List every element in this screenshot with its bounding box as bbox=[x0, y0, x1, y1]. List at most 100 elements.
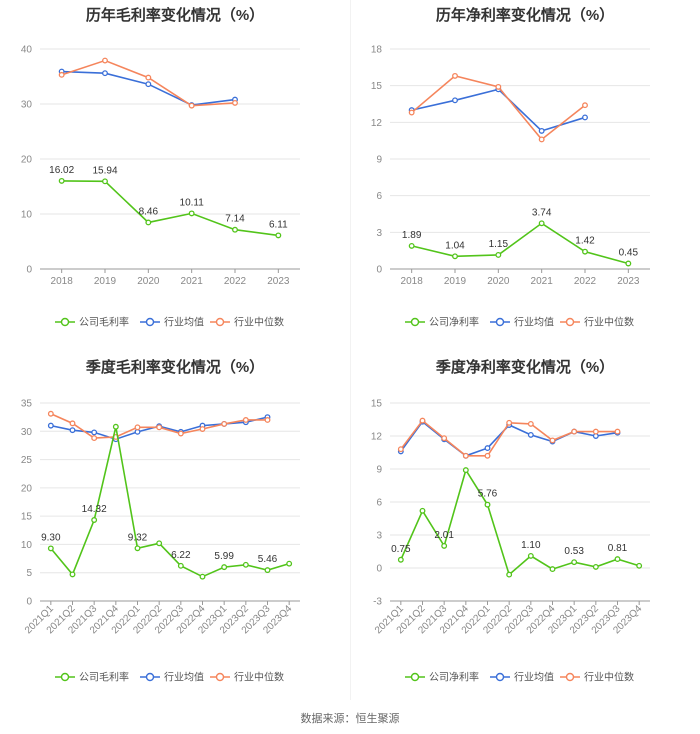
x-tick-label: 2023 bbox=[267, 276, 290, 287]
median-point bbox=[538, 136, 545, 143]
y-tick-label: 35 bbox=[21, 399, 33, 410]
quarterly-net-panel: 季度净利率变化情况（%） -3 0 3 6 9 12 15 2021Q1 2021Q2 2021Q… bbox=[350, 352, 700, 702]
company-point bbox=[484, 501, 491, 508]
annual-gross-chart: 0 10 20 30 40 2018 2019 2020 2021 2022 2023 16.02 15… bbox=[21, 45, 300, 329]
company-point bbox=[592, 563, 599, 570]
data-label: 10.11 bbox=[180, 197, 205, 208]
median-point bbox=[177, 430, 184, 437]
x-tick-label: 2023 bbox=[617, 276, 640, 287]
company-point bbox=[625, 260, 632, 267]
legend-label: 行业均值 bbox=[164, 316, 204, 329]
x-tick-label: 2022 bbox=[224, 276, 247, 287]
legend-marker bbox=[565, 672, 575, 682]
annual-net-chart: 0 3 6 9 12 15 18 2018 2019 2020 2021 2022 2023 1.89 1.… bbox=[371, 45, 650, 329]
legend-marker bbox=[410, 672, 420, 682]
median-point bbox=[242, 417, 249, 423]
y-tick-label: 40 bbox=[21, 45, 33, 56]
legend-marker bbox=[60, 672, 70, 682]
company-point bbox=[582, 248, 588, 255]
y-tick-label: 20 bbox=[21, 483, 33, 494]
y-tick-label: 15 bbox=[21, 512, 33, 523]
data-label: 9.30 bbox=[41, 532, 61, 543]
median-point bbox=[571, 428, 578, 435]
legend-marker bbox=[215, 317, 225, 327]
median-point bbox=[527, 420, 534, 427]
avg-point bbox=[69, 427, 76, 434]
legend-marker bbox=[145, 672, 155, 682]
company-point bbox=[47, 545, 54, 552]
data-label: 7.14 bbox=[225, 214, 245, 225]
y-tick-label: 18 bbox=[371, 45, 383, 56]
company-point bbox=[452, 253, 458, 260]
median-point bbox=[58, 71, 65, 78]
data-label: 16.02 bbox=[49, 165, 74, 176]
company-point bbox=[91, 517, 98, 523]
median-point bbox=[134, 424, 141, 431]
company-point bbox=[58, 177, 65, 184]
company-point bbox=[506, 571, 513, 578]
data-label: 0.81 bbox=[608, 543, 628, 554]
y-tick-label: 30 bbox=[21, 427, 33, 438]
data-label: 0.75 bbox=[391, 544, 411, 555]
company-point bbox=[177, 562, 184, 569]
data-label: 1.89 bbox=[402, 230, 422, 241]
quarterly-gross-chart: 051015202530352021Q12021Q22021Q32021Q420… bbox=[21, 399, 300, 684]
y-tick-label: 9 bbox=[376, 155, 382, 166]
company-point bbox=[232, 226, 238, 233]
legend-marker bbox=[565, 317, 575, 327]
legend-label: 行业中位数 bbox=[234, 316, 284, 329]
median-point bbox=[397, 446, 404, 453]
data-label: 9.32 bbox=[128, 532, 148, 543]
chart-title: 历年毛利率变化情况（%） bbox=[85, 7, 265, 24]
company-point bbox=[614, 556, 621, 563]
legend-marker bbox=[145, 317, 155, 327]
y-tick-label: 3 bbox=[376, 531, 382, 542]
median-point bbox=[264, 417, 271, 423]
median-point bbox=[199, 426, 206, 432]
median-point bbox=[614, 428, 621, 435]
company-point bbox=[242, 561, 249, 568]
company-series-line bbox=[411, 222, 629, 265]
company-point bbox=[102, 178, 108, 185]
legend-marker bbox=[495, 672, 505, 682]
y-tick-label: 15 bbox=[371, 399, 383, 410]
legend-label: 公司毛利率 bbox=[79, 316, 129, 329]
quarterly-net-chart: -3036912152021Q12021Q22021Q32021Q42022Q1… bbox=[371, 399, 650, 684]
company-point bbox=[286, 560, 293, 567]
company-point bbox=[549, 566, 556, 573]
y-tick-label: 9 bbox=[376, 465, 382, 476]
x-tick-label: 2019 bbox=[94, 276, 117, 287]
company-point bbox=[275, 232, 282, 239]
data-label: 6.11 bbox=[269, 219, 288, 230]
y-tick-label: 12 bbox=[371, 432, 383, 443]
legend-label: 公司净利率 bbox=[429, 316, 479, 329]
company-point bbox=[69, 571, 76, 578]
legend-label: 行业中位数 bbox=[584, 316, 634, 329]
avg-point bbox=[538, 127, 545, 134]
company-point bbox=[538, 220, 545, 227]
data-label: 1.42 bbox=[575, 236, 595, 247]
legend-label: 行业均值 bbox=[514, 671, 554, 684]
avg-point bbox=[582, 114, 588, 121]
company-point bbox=[112, 423, 119, 430]
company-point bbox=[462, 467, 469, 474]
company-point bbox=[156, 540, 163, 547]
data-label: 14.32 bbox=[82, 504, 107, 515]
annual-net-panel: 历年净利率变化情况（%） 0 3 6 9 12 15 18 2018 2019 2020 2021 2… bbox=[350, 0, 700, 340]
avg-series-line bbox=[411, 88, 586, 132]
median-point bbox=[452, 72, 458, 79]
company-point bbox=[199, 573, 206, 580]
y-tick-label: 0 bbox=[26, 597, 32, 608]
y-tick-label: 6 bbox=[376, 498, 382, 509]
company-point bbox=[571, 559, 578, 566]
company-point bbox=[264, 567, 271, 574]
median-point bbox=[145, 74, 152, 81]
data-label: 3.74 bbox=[532, 207, 552, 218]
median-point bbox=[102, 57, 108, 64]
data-label: 0.45 bbox=[619, 248, 639, 259]
avg-point bbox=[47, 422, 54, 429]
y-tick-label: 3 bbox=[376, 228, 382, 239]
company-point bbox=[145, 219, 152, 226]
data-label: 5.99 bbox=[214, 551, 234, 562]
median-point bbox=[582, 102, 588, 109]
